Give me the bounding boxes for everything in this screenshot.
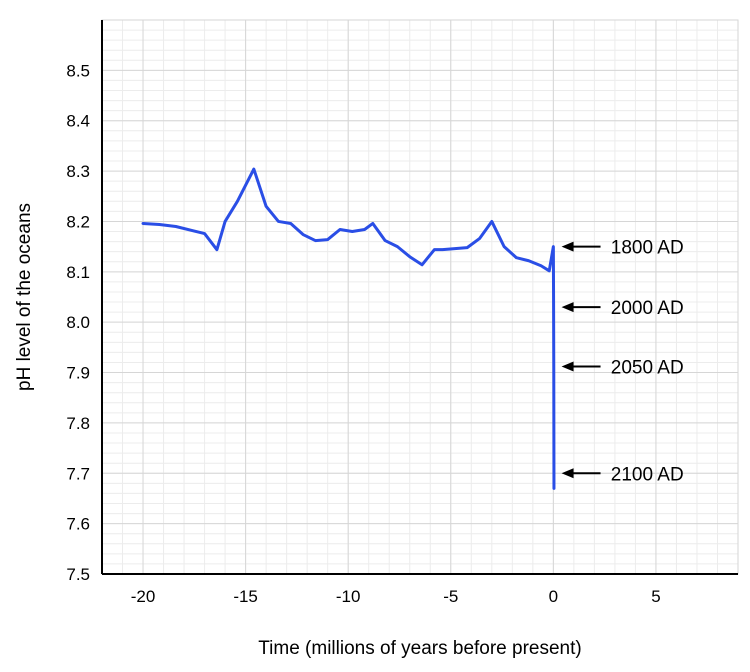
x-tick-label: -20 bbox=[131, 587, 156, 606]
ocean-ph-chart: -20 -15 -10 -5 0 5 7.5 7.6 7.7 7.8 7.9 8.0 8.1 8.2 8.3… bbox=[0, 0, 750, 672]
x-tick-label: -10 bbox=[336, 587, 361, 606]
y-tick-label: 7.5 bbox=[66, 565, 90, 584]
y-tick-label: 8.4 bbox=[66, 112, 90, 131]
y-tick-label: 7.9 bbox=[66, 364, 90, 383]
x-tick-label: 5 bbox=[651, 587, 660, 606]
annotation-label: 1800 AD bbox=[611, 238, 684, 259]
annotation-label: 2050 AD bbox=[611, 358, 684, 379]
annotation-label: 2100 AD bbox=[611, 464, 684, 485]
x-axis-label: Time (millions of years before present) bbox=[258, 638, 581, 659]
y-tick-label: 8.2 bbox=[66, 212, 90, 231]
y-tick-label: 8.1 bbox=[66, 263, 90, 282]
x-tick-label: -5 bbox=[443, 587, 458, 606]
y-tick-label: 7.7 bbox=[66, 464, 90, 483]
chart-container: -20 -15 -10 -5 0 5 7.5 7.6 7.7 7.8 7.9 8.0 8.1 8.2 8.3… bbox=[0, 0, 750, 672]
y-tick-label: 7.6 bbox=[66, 515, 90, 534]
y-tick-label: 8.0 bbox=[66, 313, 90, 332]
y-tick-label: 8.5 bbox=[66, 61, 90, 80]
x-tick-label: 0 bbox=[549, 587, 558, 606]
y-axis-label: pH level of the oceans bbox=[14, 203, 35, 391]
y-tick-label: 7.8 bbox=[66, 414, 90, 433]
x-tick-label: -15 bbox=[233, 587, 258, 606]
annotation-label: 2000 AD bbox=[611, 298, 684, 319]
y-tick-label: 8.3 bbox=[66, 162, 90, 181]
